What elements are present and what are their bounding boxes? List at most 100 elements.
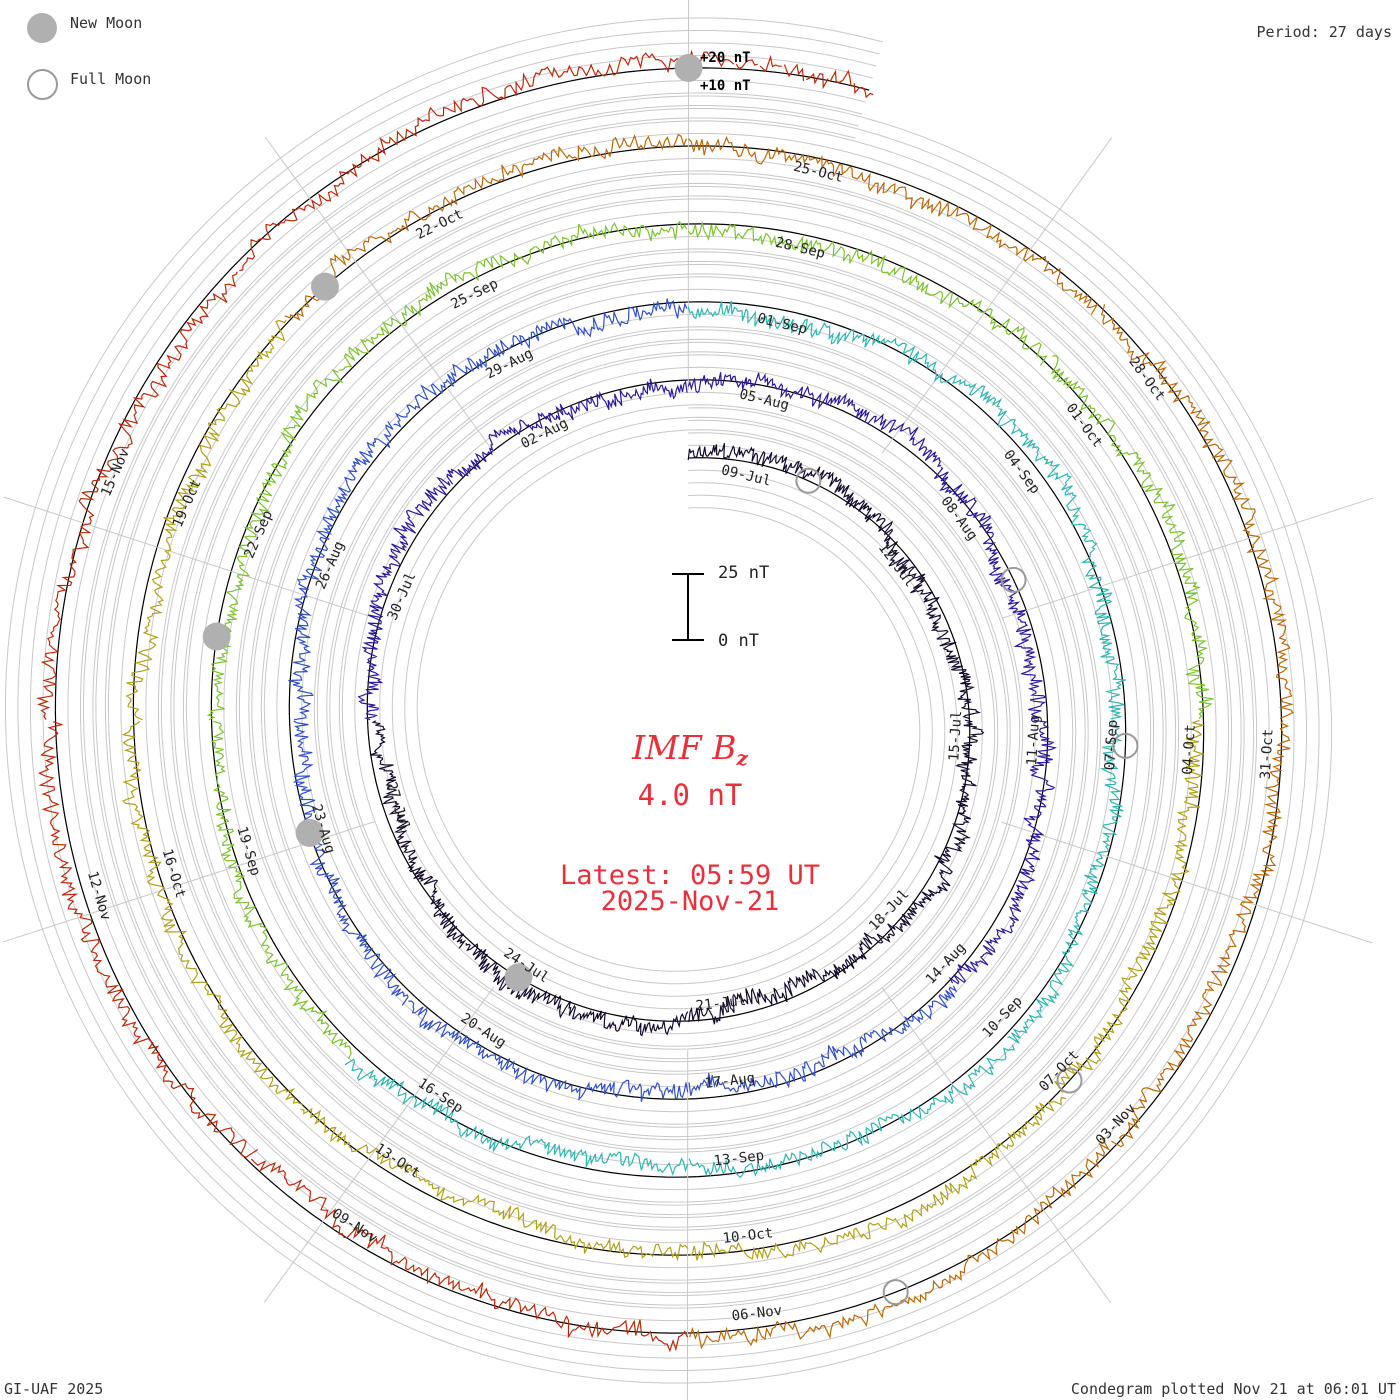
grid-spiral: [17, 30, 1320, 1371]
date-label: 27-Jul: [383, 780, 413, 833]
new-moon-marker: [310, 272, 339, 301]
bz-trace-segment: [783, 63, 805, 82]
quantity-subscript: z: [736, 746, 748, 770]
bz-trace-segment: [759, 54, 782, 73]
ring-label-plus20: +20 nT: [700, 50, 751, 66]
bz-trace-segment: [735, 59, 758, 70]
bz-trace-segment: [1050, 355, 1214, 720]
bz-trace-segment: [1007, 719, 1124, 1044]
bz-trace-segment: [688, 136, 1099, 315]
bz-trace-segment: [239, 52, 687, 272]
bz-trace-segment: [121, 721, 303, 1106]
bz-trace-segment: [933, 466, 1047, 720]
date-label: 19-Sep: [233, 825, 263, 878]
date-label: 09-Jul: [720, 462, 773, 489]
latest-value: 4.0 nT: [637, 778, 743, 812]
date-label: 15-Jul: [946, 710, 965, 761]
bz-trace-segment: [997, 408, 1126, 720]
bz-trace-segment: [292, 720, 409, 1006]
grid-spiral: [5, 17, 1332, 1384]
footer-plotted: Condegram plotted Nov 21 at 06:01 UT: [1070, 1380, 1396, 1398]
bz-trace-segment: [878, 520, 981, 720]
grid-spiral: [30, 42, 1307, 1359]
bz-trace-segment: [125, 319, 287, 721]
bz-trace-segment: [288, 420, 394, 721]
new-moon-marker: [202, 622, 231, 651]
bz-trace-segment: [446, 378, 688, 485]
radial-spoke: [264, 136, 495, 454]
full-moon-marker: [1112, 732, 1139, 759]
full-moon-legend-label: Full Moon: [70, 70, 152, 88]
date-label: 06-Nov: [731, 1303, 783, 1325]
scale-bottom-label: 0 nT: [718, 631, 759, 651]
bz-trace-segment: [805, 72, 829, 90]
series-layer: [36, 49, 1294, 1353]
bz-trace-segment: [688, 1044, 1016, 1179]
bz-trace-segment: [344, 1058, 689, 1177]
quantity-title: IMF Bz: [500, 728, 880, 770]
period-label: Period: 27 days: [1256, 23, 1392, 41]
bz-trace-segment: [689, 1096, 1067, 1261]
radial-spoke: [881, 986, 1112, 1304]
bz-trace-segment: [206, 368, 344, 721]
date-label: 13-Oct: [372, 1140, 423, 1181]
date-label: 11-Aug: [1024, 715, 1043, 766]
quantity-name: IMF B: [632, 728, 737, 767]
grid-spiral: [67, 80, 1270, 1322]
bz-trace-segment: [687, 300, 1003, 408]
date-label: 21-Jul: [695, 993, 747, 1015]
grid-spiral: [42, 55, 1295, 1346]
date-label: 16-Oct: [159, 847, 189, 900]
scale-top-label: 25 nT: [718, 563, 770, 583]
new-moon-marker: [295, 818, 324, 847]
date-label: 13-Sep: [713, 1148, 765, 1170]
radial-spoke: [881, 137, 1113, 454]
bz-trace-segment: [688, 923, 896, 1025]
grid-spiral: [80, 92, 1258, 1309]
bz-trace-segment: [712, 54, 735, 68]
bz-trace-segment: [300, 1108, 689, 1262]
new-moon-marker: [504, 963, 533, 992]
date-label: 10-Oct: [722, 1225, 774, 1247]
bz-trace-segment: [1111, 720, 1291, 1148]
radial-spoke: [1001, 497, 1374, 619]
bz-trace-segment: [36, 271, 238, 720]
bz-trace-segment: [853, 82, 874, 99]
full-moon-marker: [795, 467, 822, 494]
bz-trace-segment: [687, 372, 942, 468]
bz-trace-segment: [338, 220, 688, 371]
new-moon-legend-icon: [27, 13, 57, 43]
bz-trace-segment: [408, 1000, 689, 1102]
radial-spoke: [3, 496, 375, 619]
bz-trace-segment: [393, 298, 688, 428]
grid-layer: [5, 17, 1332, 1384]
bz-trace-segment: [1053, 719, 1206, 1094]
bz-trace-segment: [688, 985, 958, 1096]
moons-layer: [202, 54, 1139, 1306]
bz-trace-segment: [369, 720, 467, 949]
radial-spoke: [1001, 821, 1373, 944]
latest-time: Latest: 05:59 UT: [559, 860, 821, 891]
bz-trace-segment: [37, 721, 259, 1158]
grid-spiral: [104, 117, 1233, 1284]
date-label: 20-Aug: [458, 1010, 509, 1051]
bz-trace-segment: [465, 943, 689, 1037]
bz-trace-segment: [1100, 304, 1294, 719]
bz-trace-segment: [829, 69, 852, 86]
bz-trace-segment: [250, 1158, 689, 1353]
new-moon-marker: [674, 54, 703, 83]
full-moon-legend-icon: [27, 69, 58, 100]
scale-bar: [672, 573, 704, 641]
new-moon-legend-label: New Moon: [70, 14, 143, 32]
bz-trace-segment: [210, 720, 352, 1060]
full-moon-marker: [1000, 566, 1027, 593]
full-moon-marker: [1056, 1067, 1083, 1094]
ring-label-plus10: +10 nT: [700, 78, 751, 94]
date-label: 07-Sep: [1102, 719, 1121, 770]
bz-trace-segment: [357, 476, 451, 721]
date-label: 31-Oct: [1258, 728, 1277, 779]
latest-date: 2025-Nov-21: [600, 886, 780, 917]
footer-credit: GI-UAF 2025: [4, 1380, 104, 1398]
